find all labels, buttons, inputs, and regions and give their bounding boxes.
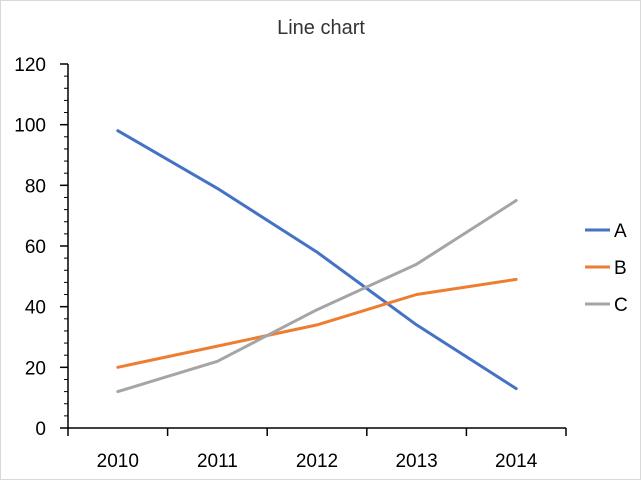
- series-line-b: [116, 277, 518, 369]
- y-tick-label: 80: [25, 176, 46, 197]
- chart-title: Line chart: [277, 17, 365, 39]
- y-tick-label: 120: [14, 55, 46, 76]
- x-tick-label: 2013: [395, 451, 437, 472]
- y-tick-label: 100: [14, 116, 46, 137]
- x-tick-label: 2011: [197, 451, 238, 472]
- x-tick-label: 2014: [495, 451, 538, 472]
- series-line-c: [116, 199, 518, 394]
- legend-label-a: A: [614, 221, 627, 242]
- y-tick-label: 20: [25, 358, 46, 379]
- legend-label-b: B: [614, 258, 627, 279]
- y-tick-label: 40: [25, 298, 46, 319]
- series-line-a: [116, 129, 518, 391]
- axes: 0 20 40 60 80 100 120 2010 2011 2012 2013 2014: [14, 55, 567, 472]
- x-tick-label: 2012: [296, 451, 338, 472]
- x-tick-label: 2010: [97, 451, 139, 472]
- y-tick-label: 60: [25, 237, 46, 258]
- series-lines: [116, 129, 518, 394]
- legend-label-c: C: [614, 295, 628, 316]
- legend: ABC: [585, 221, 628, 316]
- y-tick-label: 0: [35, 419, 46, 440]
